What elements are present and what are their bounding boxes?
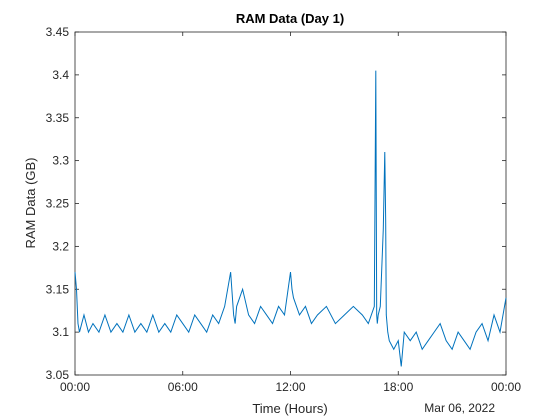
x-tick-label: 18:00: [383, 380, 413, 394]
x-tick-label: 06:00: [168, 380, 198, 394]
y-tick-label: 3.1: [52, 325, 69, 339]
y-tick-label: 3.05: [46, 368, 70, 382]
y-tick-label: 3.2: [52, 239, 69, 253]
y-tick-label: 3.3: [52, 154, 69, 168]
y-axis-title: RAM Data (GB): [23, 157, 38, 248]
x-tick-label: 00:00: [491, 380, 521, 394]
x-tick-label: 12:00: [275, 380, 305, 394]
x-tick-label: 00:00: [60, 380, 90, 394]
y-axis-ticks: 3.05 3.1 3.15 3.2 3.25 3.3 3.35 3.4 3.45: [46, 25, 506, 382]
y-tick-label: 3.45: [46, 25, 70, 39]
plot-area: [74, 31, 507, 376]
chart-title: RAM Data (Day 1): [236, 11, 344, 26]
x-axis-ticks: 00:00 06:00 12:00 18:00 00:00: [60, 32, 521, 394]
y-tick-label: 3.25: [46, 197, 70, 211]
y-tick-label: 3.4: [52, 68, 69, 82]
ram-series-line: [74, 70, 507, 367]
y-tick-label: 3.35: [46, 111, 70, 125]
x-axis-date-label: Mar 06, 2022: [424, 401, 495, 415]
y-tick-label: 3.15: [46, 282, 70, 296]
x-axis-title: Time (Hours): [252, 401, 327, 416]
